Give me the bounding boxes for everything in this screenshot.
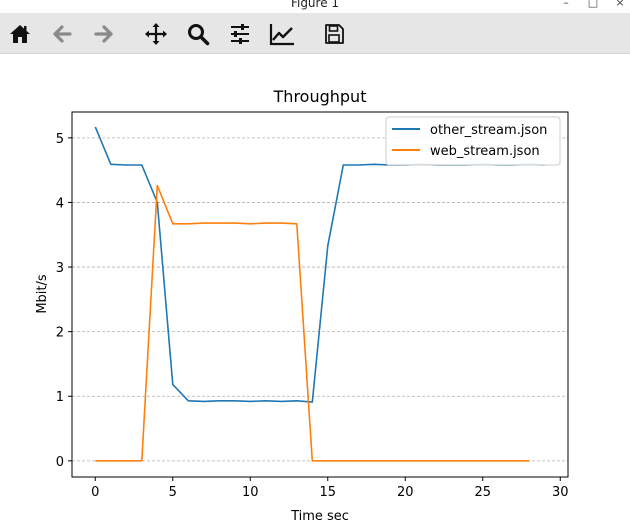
x-tick-label: 25 — [474, 485, 491, 500]
pan-button[interactable] — [141, 19, 171, 49]
legend-box — [385, 116, 561, 166]
y-tick-label: 0 — [56, 455, 64, 470]
x-tick-label: 10 — [242, 485, 259, 500]
configure-subplots-button[interactable] — [225, 19, 255, 49]
series-line-0 — [94, 126, 545, 403]
x-tick-label: 20 — [397, 485, 414, 500]
x-tick-label: 0 — [91, 485, 99, 500]
y-tick-label: 4 — [56, 196, 64, 211]
close-button[interactable]: × — [615, 0, 625, 9]
y-tick-label: 3 — [56, 261, 64, 276]
home-icon — [10, 25, 30, 43]
move-icon — [145, 23, 167, 45]
magnifier-icon — [188, 24, 210, 46]
plot-lines — [94, 126, 545, 462]
arrow-left-icon — [53, 25, 72, 43]
x-axis-label: Time sec — [290, 509, 349, 524]
series-line-1 — [95, 184, 530, 462]
plot-frame — [71, 111, 569, 478]
window-title: Figure 1 — [290, 0, 340, 10]
legend-label-web-stream: web_stream.json — [430, 144, 540, 159]
x-tick-label: 30 — [552, 485, 569, 500]
chart-title: Throughput — [273, 87, 367, 106]
navigation-toolbar — [0, 13, 630, 54]
zoom-button[interactable] — [183, 19, 213, 49]
sliders-icon — [231, 24, 249, 44]
y-axis: 0 1 2 3 4 5 — [56, 132, 72, 470]
edit-axis-button[interactable] — [267, 19, 297, 49]
legend-label-other-stream: other_stream.json — [430, 123, 547, 138]
y-axis-label: Mbit/s — [35, 274, 50, 314]
arrow-right-icon — [94, 25, 113, 43]
y-tick-label: 1 — [56, 390, 64, 405]
maximize-button[interactable]: □ — [587, 0, 599, 9]
home-button[interactable] — [5, 19, 35, 49]
x-axis: 0 5 10 15 20 25 30 — [91, 477, 569, 500]
y-tick-label: 5 — [56, 132, 64, 147]
window-titlebar: Figure 1 – □ × — [0, 0, 630, 13]
line-chart-icon — [269, 24, 294, 46]
back-button[interactable] — [47, 19, 77, 49]
x-tick-label: 15 — [319, 485, 336, 500]
legend: other_stream.json web_stream.json — [385, 116, 561, 166]
forward-button[interactable] — [89, 19, 119, 49]
grid-lines — [72, 137, 568, 462]
y-tick-label: 2 — [56, 326, 64, 341]
save-button[interactable] — [319, 19, 349, 49]
x-tick-label: 5 — [169, 485, 177, 500]
floppy-disk-icon — [325, 24, 344, 44]
minimize-button[interactable]: – — [563, 0, 569, 9]
